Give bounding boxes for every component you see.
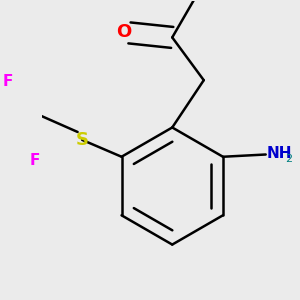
Text: S: S [76,131,88,149]
Text: F: F [3,74,13,89]
Text: O: O [116,23,131,41]
Text: 2: 2 [285,154,292,164]
Text: F: F [30,153,40,168]
Text: NH: NH [267,146,292,161]
